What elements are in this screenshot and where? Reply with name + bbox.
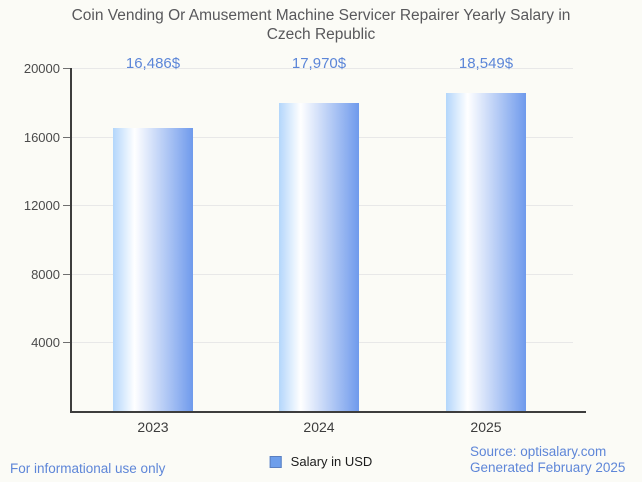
bar-value-label: 16,486$ <box>125 55 181 72</box>
bar[interactable] <box>446 93 526 411</box>
y-tick-mark <box>63 68 70 69</box>
y-tick-mark <box>63 273 70 275</box>
generated-text: Generated February 2025 <box>470 459 626 475</box>
bar-value-label: 18,549$ <box>458 55 514 72</box>
chart-title: Coin Vending Or Amusement Machine Servic… <box>71 7 571 43</box>
source-text: Source: optisalary.com <box>470 444 607 459</box>
disclaimer-note: For informational use only <box>10 461 166 476</box>
y-axis-tick-label: 12000 <box>23 198 60 214</box>
legend: Salary in USD <box>269 454 373 469</box>
bar[interactable] <box>279 103 359 411</box>
y-axis-tick-label: 20000 <box>23 61 60 76</box>
y-tick-mark <box>63 342 70 344</box>
x-axis-tick-label: 2025 <box>470 419 502 435</box>
y-tick-mark <box>63 205 70 207</box>
bar[interactable] <box>113 128 193 411</box>
x-axis-tick-label: 2023 <box>137 419 169 435</box>
x-axis-line <box>70 411 586 413</box>
y-axis-tick-label: 16000 <box>23 129 60 145</box>
x-axis-tick-label: 2024 <box>303 419 335 435</box>
legend-swatch-icon <box>269 455 282 468</box>
source-block: Source: optisalary.com Generated Februar… <box>470 444 625 475</box>
y-axis-line <box>70 68 72 413</box>
gridline <box>72 68 573 69</box>
y-tick-mark <box>63 136 70 138</box>
y-axis-tick-label: 8000 <box>31 266 60 282</box>
y-axis-tick-label: 4000 <box>31 335 60 351</box>
legend-label: Salary in USD <box>290 454 373 469</box>
bar-value-label: 17,970$ <box>291 55 347 72</box>
